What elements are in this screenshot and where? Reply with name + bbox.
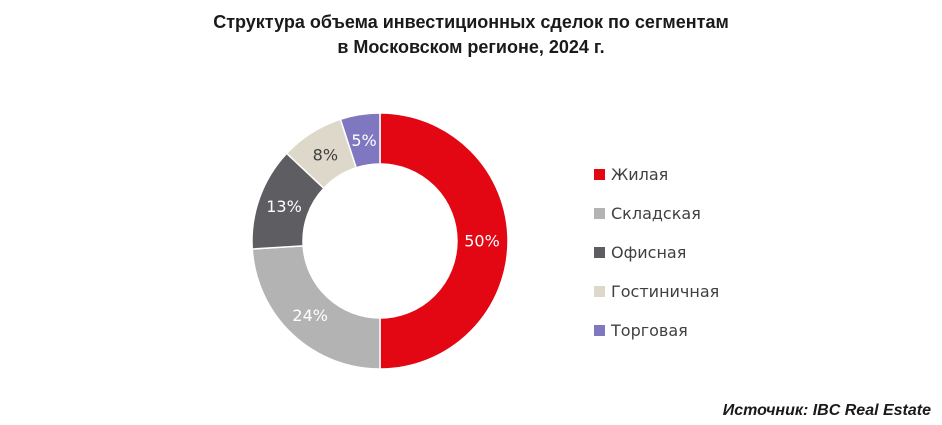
- chart-title-line-1: Структура объема инвестиционных сделок п…: [213, 12, 729, 32]
- data-label-1: 50%: [464, 232, 500, 251]
- data-label-4: 8%: [313, 145, 338, 164]
- legend-label-1: Жилая: [611, 165, 669, 184]
- legend-label-5: Торговая: [611, 321, 688, 340]
- legend-item-5: Торговая: [594, 311, 719, 350]
- legend-item-1: Жилая: [594, 155, 719, 194]
- legend-swatch-5: [594, 325, 605, 336]
- legend-label-3: Офисная: [611, 243, 687, 262]
- legend-item-3: Офисная: [594, 233, 719, 272]
- legend-swatch-1: [594, 169, 605, 180]
- legend-label-4: Гостиничная: [611, 282, 720, 301]
- legend-item-4: Гостиничная: [594, 272, 719, 311]
- legend-swatch-3: [594, 247, 605, 258]
- data-label-3: 13%: [266, 197, 302, 216]
- chart-title: Структура объема инвестиционных сделок п…: [0, 10, 942, 60]
- chart-title-line-2: в Московском регионе, 2024 г.: [337, 37, 605, 57]
- data-label-5: 5%: [351, 131, 376, 150]
- chart-legend: Жилая Складская Офисная Гостиничная Торговая: [594, 155, 719, 350]
- donut-slice-5: [339, 112, 381, 169]
- donut-slice-1: [379, 112, 509, 370]
- source-note: Источник: IBC Real Estate: [722, 402, 931, 419]
- legend-swatch-2: [594, 208, 605, 219]
- data-label-2: 24%: [292, 306, 328, 325]
- legend-item-2: Складская: [594, 194, 719, 233]
- legend-label-2: Складская: [611, 204, 701, 223]
- donut-slice-2: [251, 245, 381, 370]
- legend-swatch-4: [594, 286, 605, 297]
